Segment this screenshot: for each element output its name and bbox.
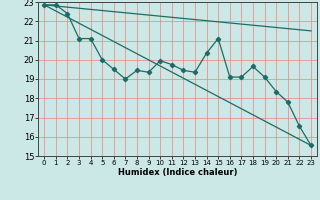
X-axis label: Humidex (Indice chaleur): Humidex (Indice chaleur) bbox=[118, 168, 237, 177]
